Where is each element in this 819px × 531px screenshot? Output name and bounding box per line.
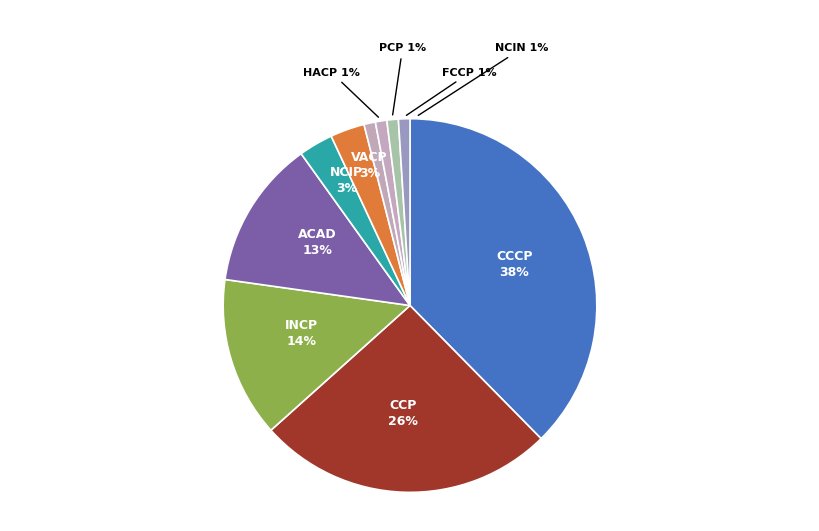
Text: CCP
26%: CCP 26% [387, 399, 418, 428]
Wedge shape [398, 119, 410, 305]
Wedge shape [223, 279, 410, 430]
Wedge shape [410, 119, 596, 439]
Text: PCP 1%: PCP 1% [378, 44, 426, 115]
Wedge shape [224, 153, 410, 305]
Wedge shape [364, 122, 410, 305]
Text: CCCP
38%: CCCP 38% [495, 250, 532, 279]
Text: NCIN 1%: NCIN 1% [418, 44, 548, 115]
Text: NCIP
3%: NCIP 3% [329, 166, 363, 195]
Text: HACP 1%: HACP 1% [303, 67, 378, 117]
Wedge shape [301, 136, 410, 305]
Text: INCP
14%: INCP 14% [284, 319, 318, 348]
Wedge shape [375, 120, 410, 305]
Text: ACAD
13%: ACAD 13% [297, 228, 336, 257]
Text: VACP
3%: VACP 3% [351, 151, 387, 180]
Wedge shape [331, 124, 410, 305]
Text: FCCP 1%: FCCP 1% [406, 67, 496, 115]
Wedge shape [387, 119, 410, 305]
Wedge shape [270, 305, 541, 492]
